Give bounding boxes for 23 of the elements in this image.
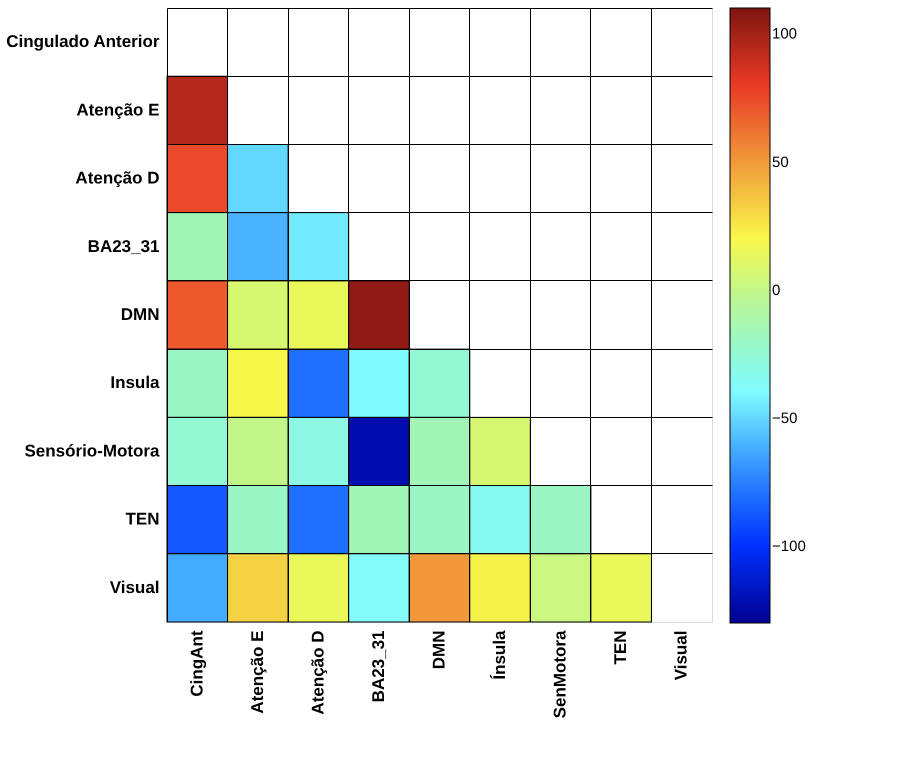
color-bar-label: 100 xyxy=(772,26,798,43)
y-tick-label: Atenção D xyxy=(75,168,160,188)
x-tick-label: CingAnt xyxy=(187,630,206,697)
y-tick-label: Cingulado Anterior xyxy=(6,32,160,52)
y-tick-label: TEN xyxy=(126,510,160,529)
y-tick-label: BA23_31 xyxy=(88,236,160,256)
color-bar-label: 0 xyxy=(772,282,780,299)
x-tick-label: Ínsula xyxy=(489,630,510,680)
y-tick-label: DMN xyxy=(120,305,160,324)
x-tick-label: DMN xyxy=(430,630,448,670)
y-tick-label: Insula xyxy=(110,373,160,392)
x-tick-label: Atenção E xyxy=(248,630,267,714)
x-tick-label: SenMotora xyxy=(550,630,570,718)
x-tick-label: TEN xyxy=(611,630,630,664)
y-tick-label: Visual xyxy=(110,578,160,597)
x-tick-label: Atenção D xyxy=(308,630,328,715)
color-bar-label: −100 xyxy=(772,538,806,556)
color-bar-label: 50 xyxy=(772,154,789,171)
color-bar-label: −50 xyxy=(772,410,798,427)
y-tick-label: Atenção E xyxy=(76,100,160,120)
y-tick-label: Sensório-Motora xyxy=(24,441,160,460)
x-tick-label: Visual xyxy=(672,630,691,680)
x-tick-label: BA23_31 xyxy=(368,630,388,702)
